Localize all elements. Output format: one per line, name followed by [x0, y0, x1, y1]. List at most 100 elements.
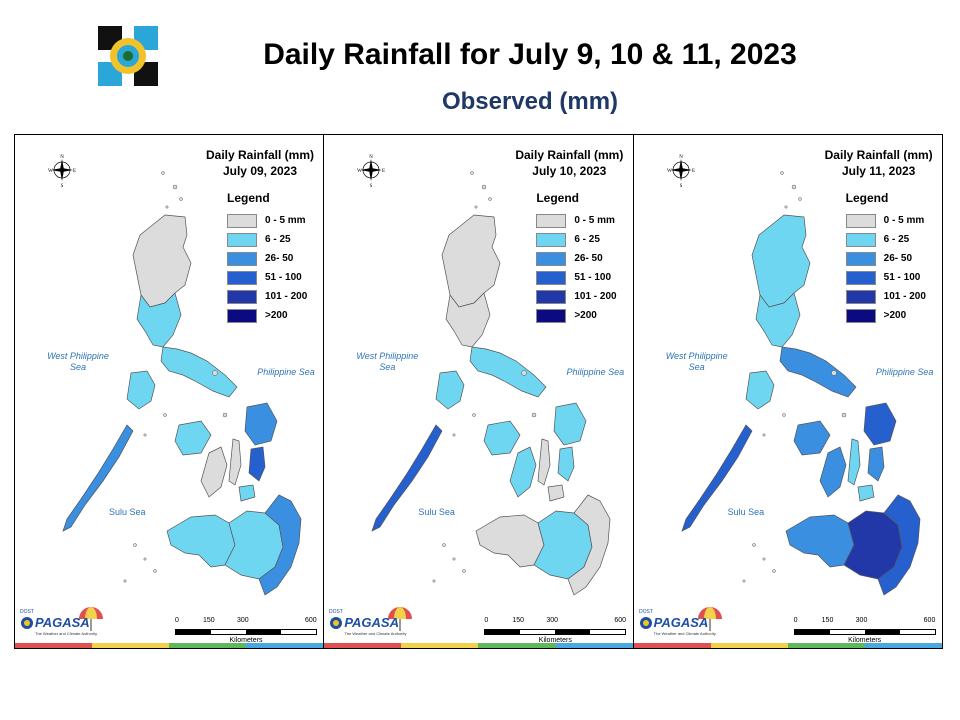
- scale-unit: Kilometers: [538, 637, 572, 644]
- legend-title: Legend: [227, 191, 270, 205]
- legend-item: >200: [536, 306, 616, 325]
- region-luzon-central: [755, 292, 801, 348]
- legend-item: 26- 50: [536, 249, 616, 268]
- region-samar: [553, 402, 587, 446]
- sulu-sea-label: Sulu Sea: [418, 507, 455, 517]
- compass-w-label: W: [48, 169, 53, 174]
- legend-swatch: [845, 251, 876, 266]
- legend-item: 6 - 25: [845, 230, 926, 249]
- stripe-segment: [169, 643, 247, 648]
- legend-title: Legend: [845, 191, 889, 205]
- pagasa-logo: DOST PAGASA The Weather and Climate Auth…: [19, 605, 105, 639]
- pagasa-logo: DOST PAGASA The Weather and Climate Auth…: [638, 605, 724, 639]
- compass-s-label: S: [61, 184, 64, 187]
- page-title: Daily Rainfall for July 9, 10 & 11, 2023: [263, 38, 797, 71]
- scale-tick: 600: [305, 617, 317, 624]
- legend-label: 26- 50: [265, 253, 294, 264]
- philippine-sea-label: Philippine Sea: [566, 367, 625, 377]
- compass-rose-icon: N S E W: [667, 155, 695, 187]
- region-luzon-central: [136, 292, 182, 348]
- legend-swatch: [536, 232, 567, 247]
- region-palawan: [62, 424, 134, 532]
- philippine-sea-label: Philippine Sea: [875, 367, 934, 377]
- pagasa-tagline: The Weather and Climate Authority: [35, 631, 98, 636]
- stripe-segment: [787, 643, 865, 648]
- region-leyte: [557, 446, 575, 482]
- region-luzon-south: [469, 346, 547, 398]
- pagasa-tagline: The Weather and Climate Authority: [653, 631, 716, 636]
- west-philippine-sea-label: West Philippine Sea: [356, 351, 419, 372]
- footer-color-stripe: [324, 643, 633, 648]
- region-mindoro: [745, 370, 775, 410]
- legend-label: 6 - 25: [883, 234, 910, 245]
- region-palawan: [681, 424, 753, 532]
- scale-tick: 0: [484, 617, 489, 624]
- philippines-rainfall-map: [15, 135, 324, 648]
- legend-item: 6 - 25: [536, 230, 616, 249]
- region-negros: [200, 446, 228, 498]
- legend-label: 0 - 5 mm: [883, 215, 925, 226]
- pagasa-emblem-icon: DOST: [639, 607, 722, 631]
- pagasa-wordmark: PAGASA: [35, 615, 90, 630]
- scale-tick: 300: [237, 617, 249, 624]
- legend-label: 0 - 5 mm: [265, 215, 306, 226]
- stripe-segment: [324, 643, 402, 648]
- panel-title: Daily Rainfall (mm) July 09, 2023: [195, 147, 323, 179]
- footer-color-stripe: [15, 643, 324, 648]
- scale-bar: 0 150 300 600 Kilometers: [484, 617, 627, 644]
- compass-rose-icon: N S E W: [48, 155, 76, 187]
- legend-swatch: [227, 251, 257, 266]
- page-subtitle: Observed (mm): [441, 88, 619, 115]
- legend-item: 101 - 200: [845, 287, 926, 306]
- legend-swatch: [227, 270, 257, 285]
- scale-tick: 600: [923, 617, 936, 624]
- panel-title-text: Daily Rainfall (mm): [205, 148, 315, 162]
- stripe-segment: [710, 643, 788, 648]
- panel-title: Daily Rainfall (mm) July 11, 2023: [814, 147, 942, 179]
- pagasa-emblem-icon: DOST: [20, 607, 103, 631]
- legend-swatch: [227, 232, 257, 247]
- legend-label: 51 - 100: [883, 272, 921, 283]
- scale-tick: 0: [175, 617, 179, 624]
- legend-label: 51 - 100: [574, 272, 612, 283]
- stripe-segment: [401, 643, 479, 648]
- legend-swatch: [845, 232, 876, 247]
- rainfall-panels: N S E W Daily Rainfall (mm) July 09, 202…: [14, 134, 943, 649]
- compass-s-label: S: [370, 184, 373, 187]
- pagasa-emblem-icon: DOST: [329, 607, 413, 631]
- agency-seal-icon: [96, 24, 160, 88]
- region-negros: [819, 446, 847, 498]
- legend-title: Legend: [536, 191, 579, 205]
- compass-w-label: W: [667, 169, 672, 174]
- legend-swatch: [845, 308, 876, 323]
- region-bohol: [547, 484, 565, 502]
- philippine-sea-label: Philippine Sea: [257, 367, 315, 377]
- dost-label: DOST: [639, 609, 653, 615]
- rainfall-panel: N S E W Daily Rainfall (mm) July 09, 202…: [15, 135, 325, 648]
- legend-item: 51 - 100: [845, 268, 926, 287]
- legend-label: >200: [574, 310, 597, 321]
- region-cebu: [847, 438, 861, 486]
- legend-item: >200: [227, 306, 307, 325]
- legend-label: 101 - 200: [883, 291, 926, 302]
- region-palawan: [371, 424, 443, 532]
- scale-tick: 600: [614, 617, 627, 624]
- legend-item: 101 - 200: [536, 287, 617, 306]
- legend-label: 26- 50: [574, 253, 603, 264]
- legend-item: 26- 50: [227, 249, 307, 268]
- rainfall-panel: N S E W Daily Rainfall (mm) July 11, 202…: [633, 135, 942, 648]
- panel-date: July 09, 2023: [222, 164, 298, 178]
- compass-rose-icon: N S E W: [357, 155, 385, 187]
- legend: Legend 0 - 5 mm 6 - 25 26- 50 51 - 100 101 -…: [536, 191, 617, 325]
- compass-s-label: S: [679, 184, 682, 187]
- region-bohol: [857, 484, 875, 502]
- philippines-rainfall-map: [633, 135, 942, 648]
- scale-tick: 150: [203, 617, 215, 624]
- legend-label: 6 - 25: [265, 234, 291, 245]
- legend-rows: 0 - 5 mm 6 - 25 26- 50 51 - 100 101 - 200 >20…: [227, 211, 307, 325]
- scale-tick: 0: [793, 617, 798, 624]
- legend-swatch: [845, 270, 876, 285]
- region-panay: [793, 420, 831, 456]
- region-samar: [244, 402, 278, 446]
- region-luzon-central: [445, 292, 491, 348]
